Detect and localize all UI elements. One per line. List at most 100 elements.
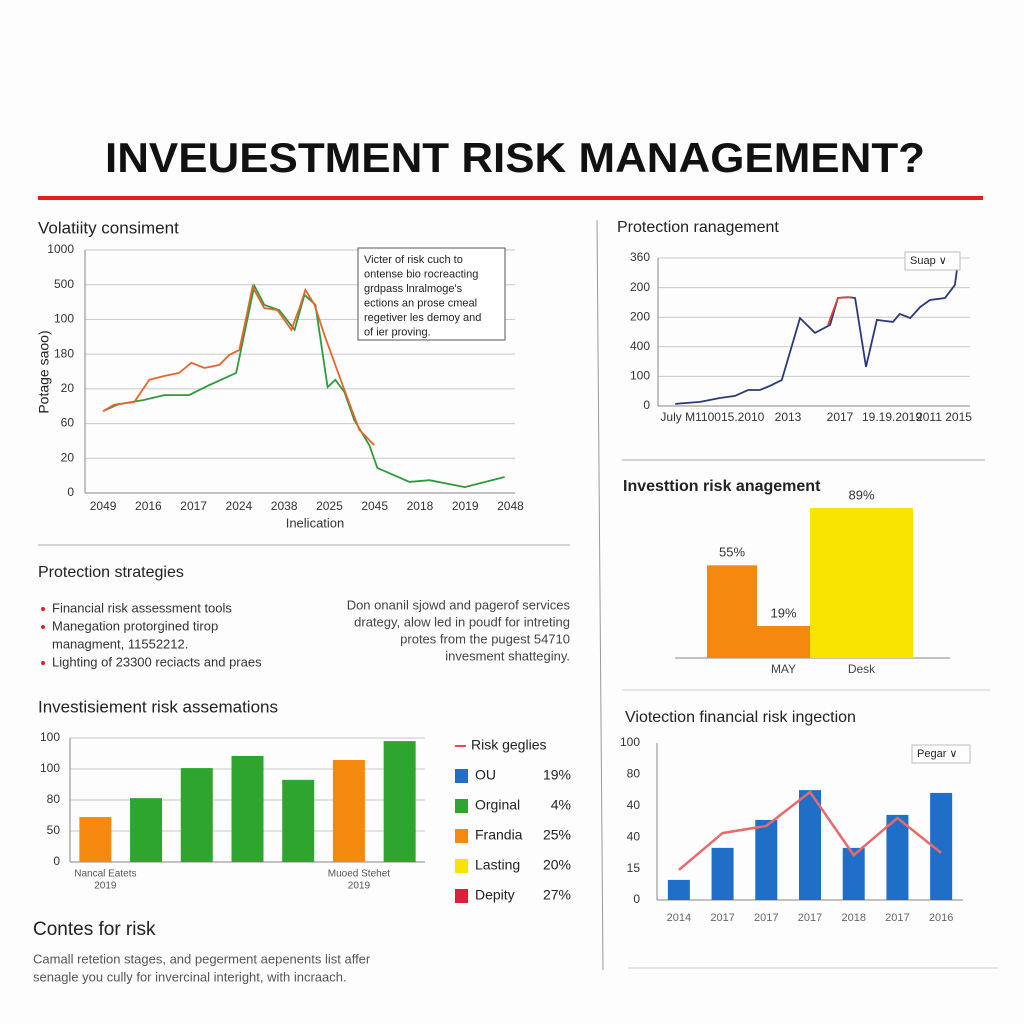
section-title: Protection strategies (38, 564, 184, 581)
y-tick-label: 1000 (47, 242, 74, 256)
y-tick-label: 0 (53, 854, 60, 868)
legend-share: 20% (543, 857, 571, 873)
y-tick-label: 20 (61, 450, 75, 464)
x-tick-label: Desk (848, 662, 876, 676)
page-title: INVEUESTMENT RISK MANAGEMENT? (105, 134, 925, 181)
dropdown-label: Suap ∨ (910, 255, 947, 267)
legend-title: Risk geglies (471, 737, 546, 753)
y-tick-label: 20 (61, 381, 75, 395)
title-rule (38, 196, 983, 200)
y-tick-label: 100 (40, 761, 60, 775)
bar (231, 755, 264, 862)
x-tick-label: 2014 (667, 912, 691, 924)
x-tick-label: 2019 (94, 881, 117, 892)
legend-swatch (455, 799, 468, 813)
y-tick-label: 40 (627, 829, 641, 843)
legend-swatch (455, 859, 468, 873)
x-tick-label: Muoed Stehet (328, 869, 390, 880)
legend-label: Orginal (475, 797, 520, 813)
legend-share: 19% (543, 767, 571, 783)
y-tick-label: 0 (633, 892, 640, 906)
dropdown-label: Pegar ∨ (917, 748, 957, 760)
bar (332, 760, 365, 862)
bar (130, 798, 163, 862)
legend-label: Frandia (475, 827, 523, 843)
line-series (827, 296, 853, 326)
line-series (102, 284, 375, 446)
note-text: Don onanil sjowd and pagerof services (347, 597, 571, 612)
bar (282, 779, 315, 862)
chart-title: Investtion risk anagement (623, 478, 821, 495)
y-tick-label: 100 (630, 369, 650, 383)
x-tick-label: 2013 (775, 410, 802, 424)
x-tick-label: 2017 (710, 912, 734, 924)
legend-swatch (455, 889, 468, 903)
y-tick-label: 0 (643, 398, 650, 412)
bar (930, 792, 953, 900)
y-tick-label: 200 (630, 280, 650, 294)
x-tick-label: 2017 (754, 912, 778, 924)
annotation-box (357, 247, 506, 341)
closing-text: Camall retetion stages, and pegerment ae… (33, 951, 371, 966)
x-tick-label: 2025 (316, 499, 343, 513)
annotation-text: grdpass lnralmoge's (364, 283, 463, 295)
chart-title: Protection ranagement (617, 219, 779, 236)
x-tick-label: Nancal Eatets (74, 869, 136, 880)
bullet (41, 661, 45, 665)
value-label: 19% (770, 605, 796, 620)
y-axis-label: Potage saoo) (36, 330, 52, 413)
value-label: 89% (848, 487, 874, 502)
legend-label: Depity (475, 887, 515, 903)
x-tick-label: 2018 (407, 499, 434, 513)
y-tick-label: 80 (627, 767, 641, 781)
bar (799, 790, 821, 900)
y-tick-label: 100 (54, 312, 74, 326)
legend-swatch (455, 829, 468, 843)
x-tick-label: 19.19.2019 (862, 410, 922, 424)
bullet-text: Lighting of 23300 reciacts and praes (52, 654, 262, 669)
annotation-text: ontense bio rocreacting (364, 268, 478, 280)
bullet (41, 607, 45, 611)
x-tick-label: 2019 (452, 499, 479, 513)
y-tick-label: 40 (627, 798, 641, 812)
chart-title: Volatiity consiment (38, 218, 179, 237)
bar (667, 879, 690, 900)
legend-swatch (455, 769, 468, 783)
note-text: protes from the pugest 54710 (400, 631, 570, 646)
bar (711, 847, 734, 900)
column-divider (596, 219, 604, 971)
closing-text: senagle you cully for invercinal interig… (33, 969, 347, 984)
chart-title: Investisiement risk assemations (38, 697, 278, 716)
y-tick-label: 100 (40, 730, 60, 744)
y-tick-label: 360 (630, 250, 650, 264)
x-tick-label: 2017 (798, 912, 822, 924)
x-tick-label: 2024 (226, 499, 253, 513)
y-tick-label: 80 (47, 792, 61, 806)
dropdown (904, 251, 961, 271)
bar (383, 741, 416, 862)
x-tick-label: 2049 (90, 499, 117, 513)
bar (79, 817, 112, 862)
x-tick-label: 2048 (497, 499, 524, 513)
dropdown (911, 744, 971, 764)
y-tick-label: 200 (630, 309, 650, 323)
chart-title: Viotection financial risk ingection (625, 709, 856, 726)
x-tick-label: 2038 (271, 499, 298, 513)
annotation-text: Victer of risk cuch to (364, 254, 463, 266)
x-tick-label: 2011 2015 (916, 410, 972, 424)
bullet-text: Manegation protorgined tirop (52, 618, 218, 633)
y-tick-label: 0 (67, 485, 74, 499)
x-tick-label: 2017 (885, 912, 909, 924)
bar (755, 819, 778, 900)
x-tick-label: MAY (771, 662, 796, 676)
bullet (41, 625, 45, 629)
bullet-text: Financial risk assessment tools (52, 600, 232, 615)
bar (757, 625, 810, 658)
x-tick-label: July M11 (660, 410, 707, 424)
y-tick-label: 180 (54, 346, 74, 360)
bar (842, 847, 865, 900)
note-text: invesment shatteginy. (445, 648, 570, 663)
legend-label: Lasting (475, 857, 520, 873)
x-tick-label: 2017 (180, 499, 207, 513)
